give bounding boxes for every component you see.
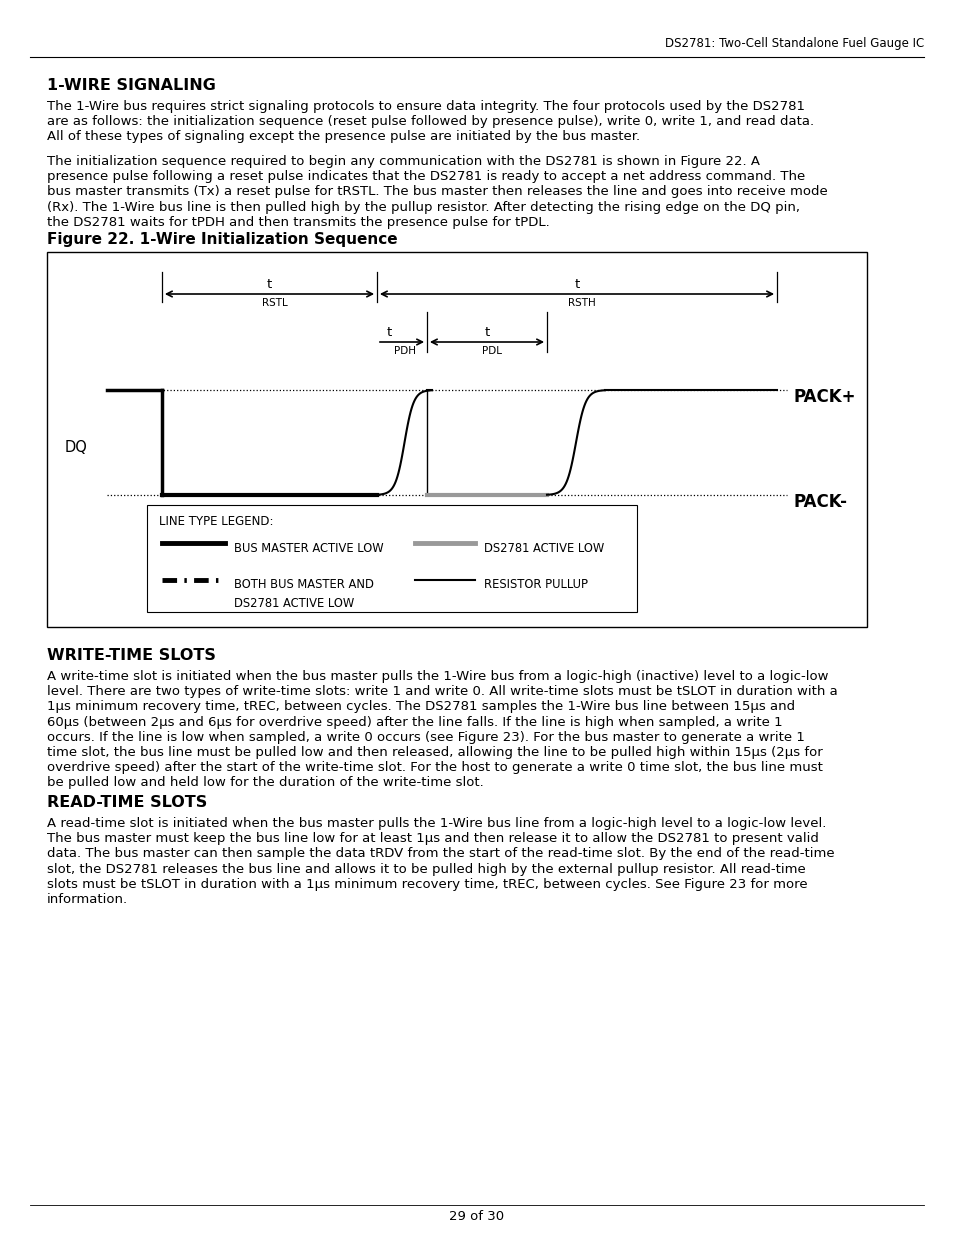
Text: DS2781 ACTIVE LOW: DS2781 ACTIVE LOW — [233, 597, 354, 610]
Text: WRITE-TIME SLOTS: WRITE-TIME SLOTS — [47, 648, 215, 663]
Text: READ-TIME SLOTS: READ-TIME SLOTS — [47, 795, 207, 810]
Text: PDL: PDL — [481, 346, 501, 356]
Text: PDH: PDH — [394, 346, 416, 356]
Text: (Rx). The 1-Wire bus line is then pulled high by the pullup resistor. After dete: (Rx). The 1-Wire bus line is then pulled… — [47, 200, 800, 214]
Text: information.: information. — [47, 893, 128, 906]
Text: The initialization sequence required to begin any communication with the DS2781 : The initialization sequence required to … — [47, 156, 760, 168]
Text: 60μs (between 2μs and 6μs for overdrive speed) after the line falls. If the line: 60μs (between 2μs and 6μs for overdrive … — [47, 715, 781, 729]
Text: BOTH BUS MASTER AND: BOTH BUS MASTER AND — [233, 578, 374, 592]
Text: PACK+: PACK+ — [793, 388, 856, 406]
Text: slot, the DS2781 releases the bus line and allows it to be pulled high by the ex: slot, the DS2781 releases the bus line a… — [47, 862, 805, 876]
Text: overdrive speed) after the start of the write-time slot. For the host to generat: overdrive speed) after the start of the … — [47, 761, 822, 774]
Text: The bus master must keep the bus line low for at least 1μs and then release it t: The bus master must keep the bus line lo… — [47, 832, 818, 845]
Text: RSTL: RSTL — [261, 298, 287, 308]
Text: the DS2781 waits for tPDH and then transmits the presence pulse for tPDL.: the DS2781 waits for tPDH and then trans… — [47, 216, 549, 228]
Text: BUS MASTER ACTIVE LOW: BUS MASTER ACTIVE LOW — [233, 541, 383, 555]
Text: presence pulse following a reset pulse indicates that the DS2781 is ready to acc: presence pulse following a reset pulse i… — [47, 170, 804, 183]
Text: 29 of 30: 29 of 30 — [449, 1210, 504, 1223]
Text: LINE TYPE LEGEND:: LINE TYPE LEGEND: — [159, 515, 274, 529]
Text: level. There are two types of write-time slots: write 1 and write 0. All write-t: level. There are two types of write-time… — [47, 685, 837, 698]
Text: Figure 22. 1-Wire Initialization Sequence: Figure 22. 1-Wire Initialization Sequenc… — [47, 232, 397, 247]
Text: A write-time slot is initiated when the bus master pulls the 1-Wire bus from a l: A write-time slot is initiated when the … — [47, 671, 827, 683]
Text: t: t — [267, 278, 272, 291]
Text: 1-WIRE SIGNALING: 1-WIRE SIGNALING — [47, 78, 215, 93]
Text: PACK-: PACK- — [793, 493, 847, 511]
Text: DQ: DQ — [65, 440, 88, 454]
Text: t: t — [387, 326, 392, 338]
Text: The 1-Wire bus requires strict signaling protocols to ensure data integrity. The: The 1-Wire bus requires strict signaling… — [47, 100, 804, 112]
Bar — [47, 252, 866, 627]
Text: 1μs minimum recovery time, tREC, between cycles. The DS2781 samples the 1-Wire b: 1μs minimum recovery time, tREC, between… — [47, 700, 794, 714]
Text: DS2781: Two-Cell Standalone Fuel Gauge IC: DS2781: Two-Cell Standalone Fuel Gauge I… — [664, 37, 923, 49]
Text: occurs. If the line is low when sampled, a write 0 occurs (see Figure 23). For t: occurs. If the line is low when sampled,… — [47, 731, 804, 743]
Text: slots must be tSLOT in duration with a 1μs minimum recovery time, tREC, between : slots must be tSLOT in duration with a 1… — [47, 878, 807, 890]
Text: RSTH: RSTH — [568, 298, 596, 308]
Text: RESISTOR PULLUP: RESISTOR PULLUP — [483, 578, 587, 592]
Bar — [147, 505, 637, 613]
Text: All of these types of signaling except the presence pulse are initiated by the b: All of these types of signaling except t… — [47, 131, 639, 143]
Text: data. The bus master can then sample the data tRDV from the start of the read-ti: data. The bus master can then sample the… — [47, 847, 834, 861]
Text: A read-time slot is initiated when the bus master pulls the 1-Wire bus line from: A read-time slot is initiated when the b… — [47, 818, 825, 830]
Text: DS2781 ACTIVE LOW: DS2781 ACTIVE LOW — [483, 541, 603, 555]
Text: be pulled low and held low for the duration of the write-time slot.: be pulled low and held low for the durat… — [47, 777, 483, 789]
Text: t: t — [484, 326, 489, 338]
Text: t: t — [574, 278, 579, 291]
Text: are as follows: the initialization sequence (reset pulse followed by presence pu: are as follows: the initialization seque… — [47, 115, 813, 128]
Text: bus master transmits (Tx) a reset pulse for tRSTL. The bus master then releases : bus master transmits (Tx) a reset pulse … — [47, 185, 827, 199]
Text: time slot, the bus line must be pulled low and then released, allowing the line : time slot, the bus line must be pulled l… — [47, 746, 821, 760]
